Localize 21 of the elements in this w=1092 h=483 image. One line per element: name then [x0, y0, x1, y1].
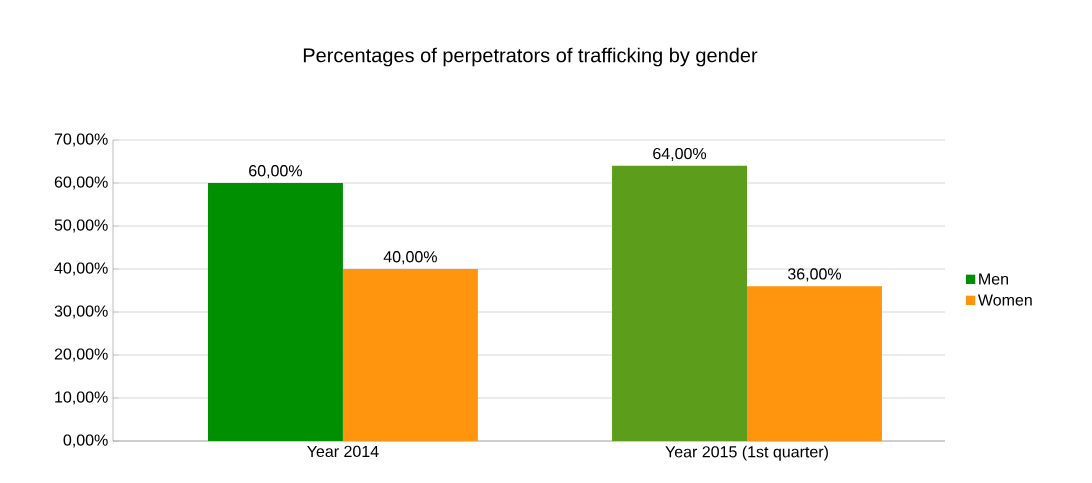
- data-label: 40,00%: [383, 251, 437, 265]
- legend-label: Women: [977, 294, 1032, 306]
- y-tick-label: 20,00%: [54, 348, 108, 362]
- data-label: 36,00%: [787, 268, 842, 282]
- y-tick-label: 40,00%: [54, 262, 108, 276]
- bar: [747, 286, 882, 441]
- y-tick-label: 10,00%: [55, 391, 108, 405]
- data-label: 60,00%: [249, 165, 302, 179]
- bar: [342, 269, 478, 441]
- bar: [207, 183, 343, 441]
- x-tick-label: Year 2014: [307, 445, 379, 458]
- y-tick-label: 0,00%: [63, 434, 108, 448]
- chart-title: Percentages of perpetrators of trafficking by gender: [303, 47, 758, 67]
- data-label: 64,00%: [653, 147, 707, 162]
- y-tick-label: 50,00%: [54, 219, 108, 233]
- y-tick-label: 60,00%: [54, 176, 108, 190]
- bar: [612, 165, 748, 441]
- y-tick-label: 70,00%: [54, 133, 108, 147]
- x-tick-label: Year 2015 (1st quarter): [665, 445, 828, 461]
- y-tick-label: 30,00%: [54, 305, 108, 319]
- legend-label: Men: [979, 273, 1008, 285]
